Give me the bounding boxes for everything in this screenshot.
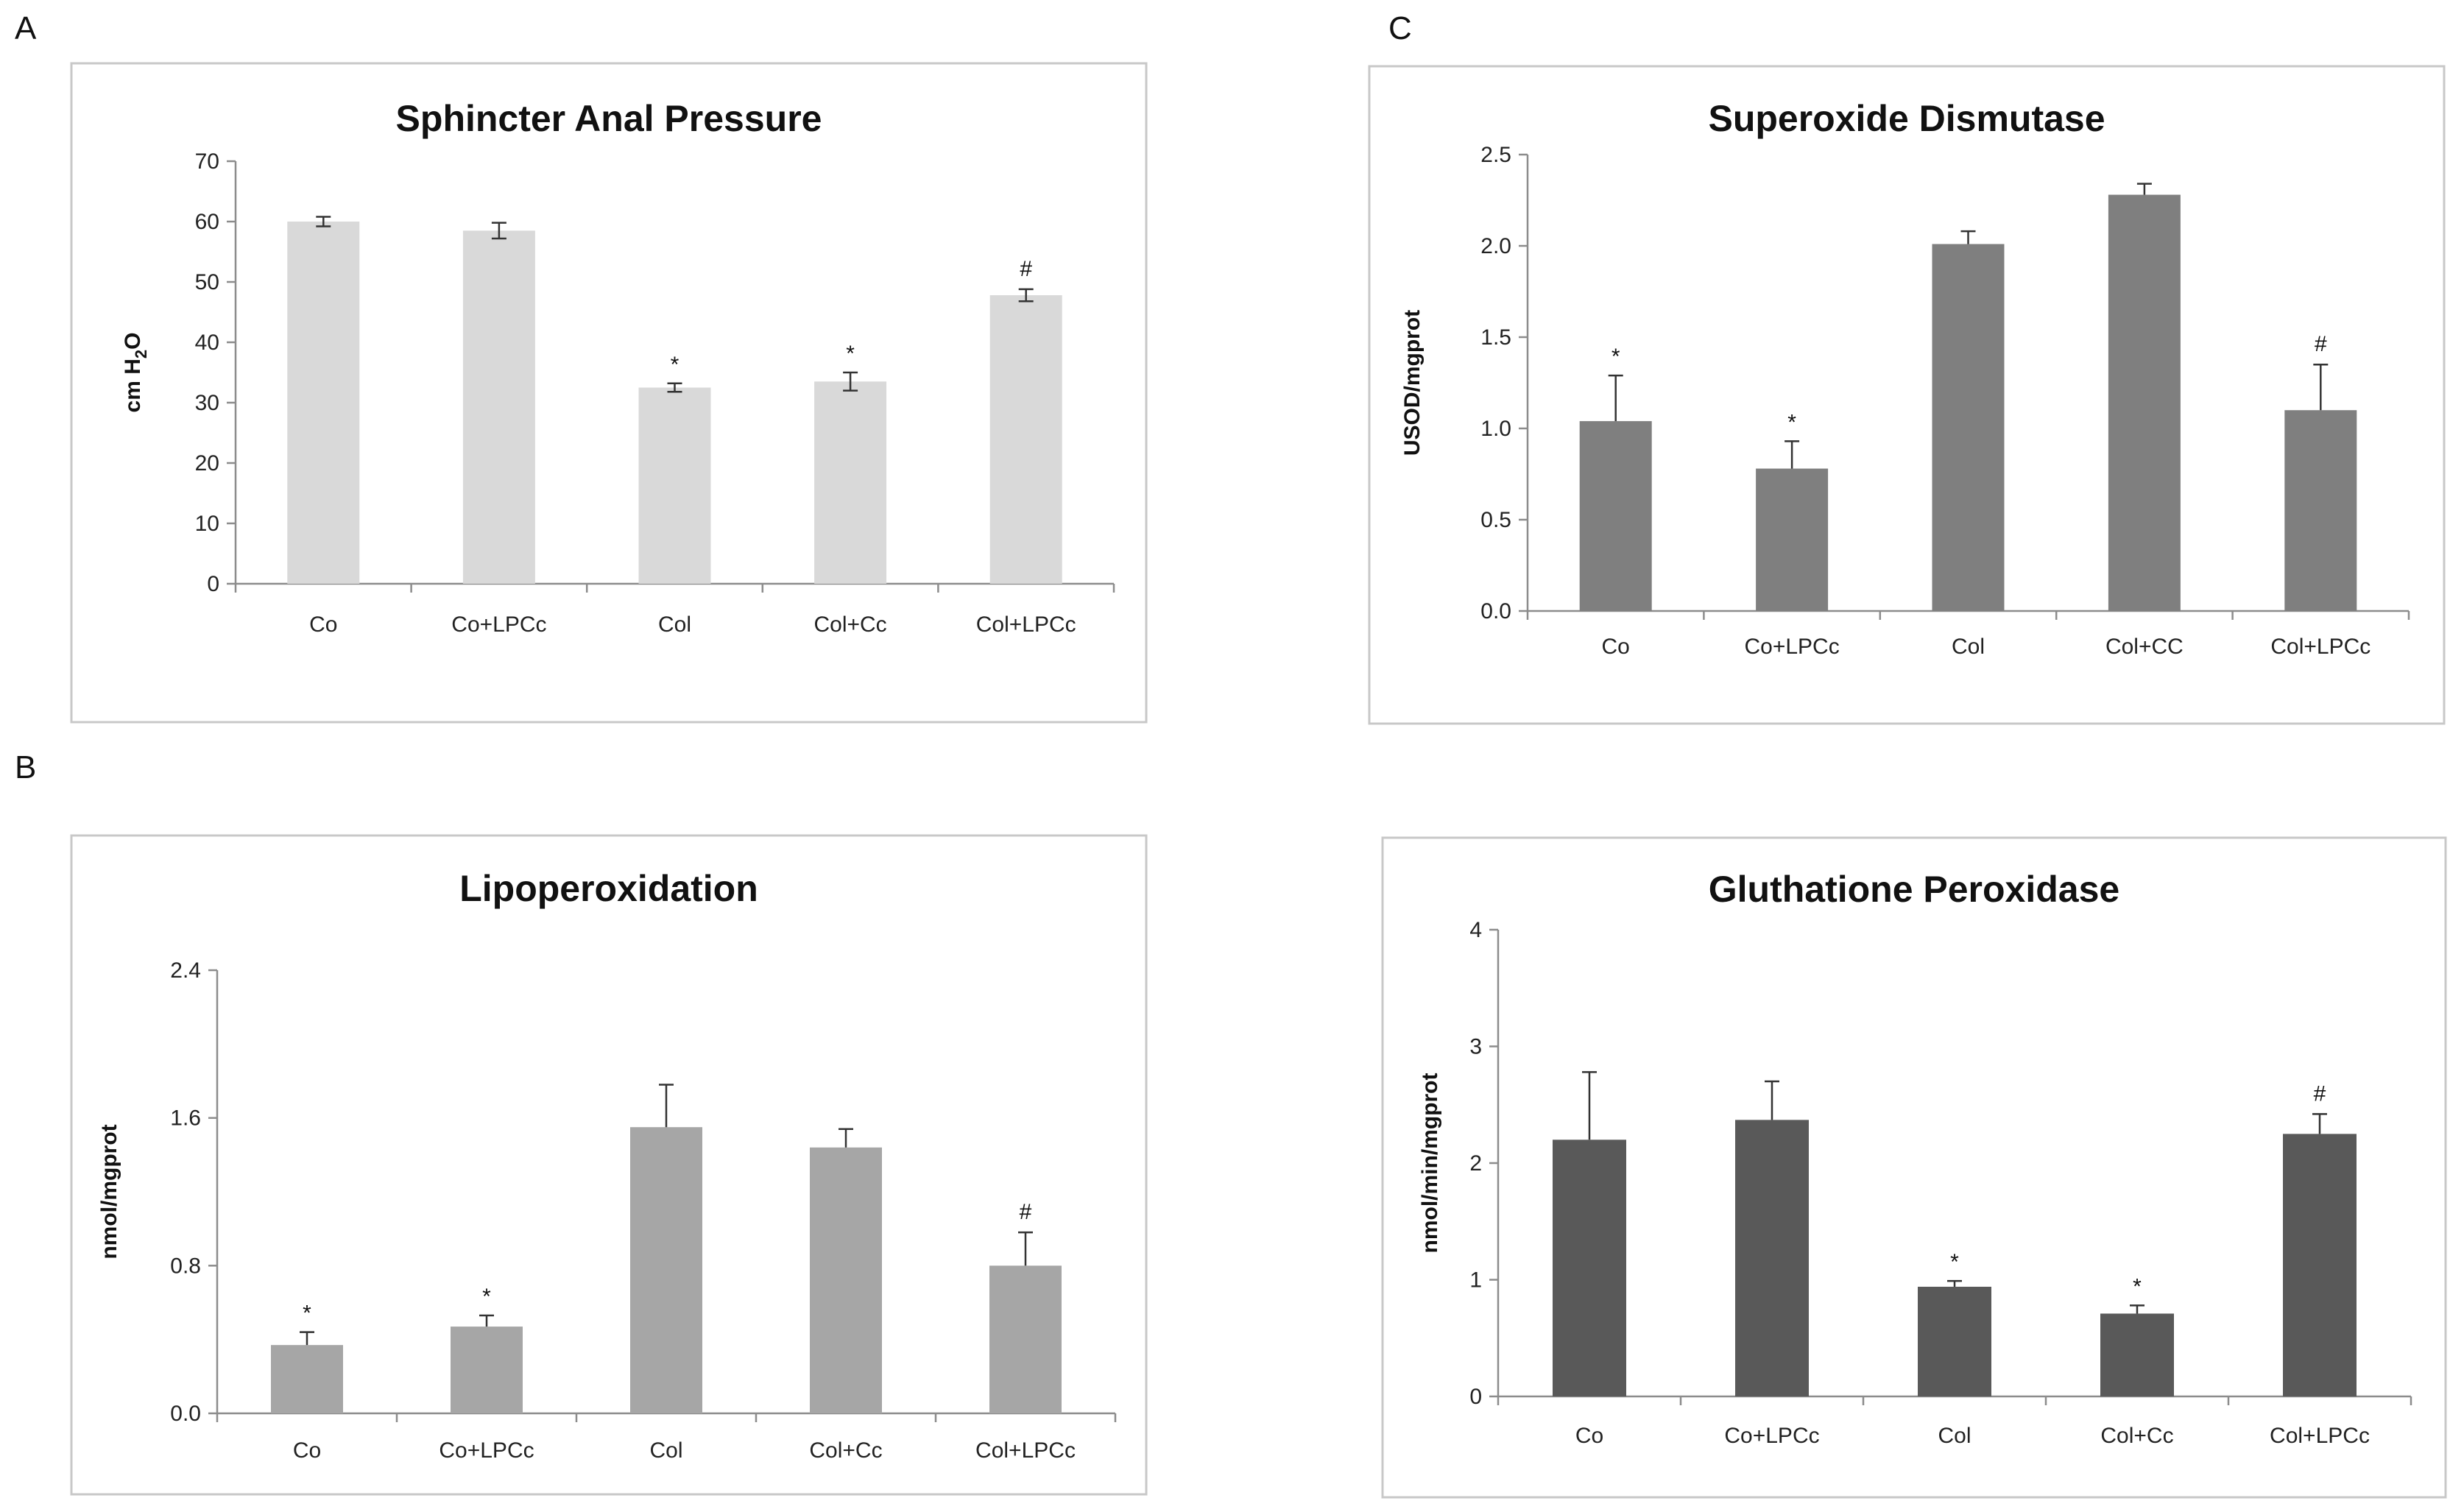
- chart1-y-tick-label: 10: [195, 512, 219, 536]
- chart3-category-label-2: Co+LPCc: [1744, 635, 1839, 659]
- chart4-y-tick-label: 0: [1469, 1385, 1482, 1409]
- chart4-bar-5: [2283, 1134, 2357, 1396]
- chart1-bar-3: [638, 387, 711, 584]
- chart4-y-tick-label: 4: [1469, 918, 1482, 942]
- chart4-category-label-4: Col+Cc: [2100, 1424, 2173, 1448]
- chart4-significance-marker-4: *: [2133, 1274, 2142, 1299]
- chart4-category-label-3: Col: [1938, 1424, 1971, 1448]
- chart4-category-label-5: Col+LPCc: [2270, 1424, 2370, 1448]
- chart1-category-label-2: Co+LPCc: [451, 612, 546, 637]
- chart4-bar-2: [1735, 1120, 1809, 1396]
- chart3-category-label-1: Co: [1602, 635, 1630, 659]
- chart1-y-tick-label: 50: [195, 270, 219, 294]
- chart1-bar-5: [989, 295, 1062, 584]
- chart3-category-label-3: Col: [1952, 635, 1985, 659]
- chart1-significance-marker-3: *: [671, 353, 679, 377]
- chart3-bar-2: [1756, 468, 1829, 611]
- chart4-y-tick-label: 3: [1469, 1035, 1482, 1059]
- chart1-y-tick-label: 0: [207, 572, 219, 596]
- chart4-bar-4: [2100, 1313, 2174, 1396]
- chart3-bar-5: [2284, 410, 2357, 611]
- chart1-bar-4: [814, 381, 887, 584]
- chart2-bar-1: [271, 1345, 343, 1413]
- chart1-y-tick-label: 30: [195, 391, 219, 415]
- chart2-y-axis-label: nmol/mgprot: [97, 1124, 121, 1259]
- panel-letter-c: C: [1388, 10, 1412, 46]
- chart2-bar-3: [630, 1127, 702, 1413]
- chart1-significance-marker-5: #: [1020, 257, 1032, 281]
- chart2-bar-5: [989, 1265, 1062, 1413]
- chart1-category-label-4: Col+Cc: [813, 612, 886, 637]
- panel-letter-b: B: [15, 749, 37, 785]
- chart3-bar-4: [2108, 194, 2181, 611]
- chart3-category-label-5: Col+LPCc: [2270, 635, 2371, 659]
- chart4-category-label-1: Co: [1575, 1424, 1603, 1448]
- chart1-y-tick-label: 70: [195, 149, 219, 174]
- panel-letter-a: A: [15, 10, 37, 46]
- chart3-y-tick-label: 2.0: [1480, 234, 1511, 258]
- chart2-y-tick-label: 2.4: [170, 958, 201, 983]
- chart2-frame: [70, 834, 1148, 1496]
- chart3-bar-1: [1579, 421, 1652, 611]
- chart3-title: Superoxide Dismutase: [1708, 98, 2105, 139]
- chart2-category-label-3: Col: [649, 1438, 682, 1463]
- chart3-y-tick-label: 0.5: [1480, 508, 1511, 532]
- chart1-category-label-5: Col+LPCc: [976, 612, 1076, 637]
- chart3-y-tick-label: 1.0: [1480, 417, 1511, 441]
- chart3-y-tick-label: 0.0: [1480, 599, 1511, 623]
- chart3-y-tick-label: 1.5: [1480, 325, 1511, 350]
- chart3-y-tick-label: 2.5: [1480, 143, 1511, 167]
- chart4-y-tick-label: 2: [1469, 1151, 1482, 1176]
- chart1-bar-2: [462, 230, 535, 584]
- chart1-bar-1: [287, 222, 360, 584]
- chart3-significance-marker-1: *: [1612, 345, 1620, 369]
- chart2-category-label-4: Col+Cc: [809, 1438, 882, 1463]
- chart2-significance-marker-1: *: [303, 1301, 311, 1326]
- chart4-title: Gluthatione Peroxidase: [1709, 869, 2119, 910]
- chart1-y-tick-label: 20: [195, 451, 219, 476]
- chart2-y-tick-label: 1.6: [170, 1106, 201, 1131]
- chart2-category-label-1: Co: [293, 1438, 321, 1463]
- chart1-frame: [70, 62, 1148, 724]
- chart2-title: Lipoperoxidation: [459, 868, 758, 909]
- chart1-y-tick-label: 40: [195, 331, 219, 355]
- chart2-bar-4: [810, 1147, 882, 1413]
- chart3-significance-marker-5: #: [2315, 332, 2327, 356]
- chart3-bar-3: [1932, 244, 2005, 611]
- chart1-category-label-1: Co: [309, 612, 337, 637]
- chart2-significance-marker-2: *: [482, 1285, 491, 1309]
- chart3-significance-marker-2: *: [1787, 410, 1796, 434]
- chart2-y-tick-label: 0.8: [170, 1254, 201, 1278]
- chart2-category-label-2: Co+LPCc: [439, 1438, 534, 1463]
- chart1-category-label-3: Col: [658, 612, 691, 637]
- chart4-category-label-2: Co+LPCc: [1724, 1424, 1819, 1448]
- chart4-bar-3: [1918, 1287, 1991, 1396]
- chart3-y-axis-label: USOD/mgprot: [1400, 310, 1425, 456]
- chart4-bar-1: [1553, 1140, 1626, 1396]
- chart4-significance-marker-5: #: [2314, 1081, 2326, 1106]
- chart2-significance-marker-5: #: [1020, 1200, 1032, 1224]
- chart1-y-tick-label: 60: [195, 210, 219, 234]
- chart2-bar-2: [451, 1326, 523, 1413]
- chart2-category-label-5: Col+LPCc: [975, 1438, 1076, 1463]
- chart4-y-axis-label: nmol/min/mgprot: [1418, 1073, 1442, 1254]
- chart2-y-tick-label: 0.0: [170, 1402, 201, 1426]
- chart1-significance-marker-4: *: [846, 342, 855, 366]
- chart1-title: Sphincter Anal Pressure: [396, 98, 822, 139]
- chart3-frame: [1368, 65, 2446, 725]
- chart4-significance-marker-3: *: [1950, 1250, 1959, 1274]
- chart3-category-label-4: Col+CC: [2105, 635, 2184, 659]
- chart1-y-axis-label: cm H2O: [121, 333, 150, 413]
- chart4-y-tick-label: 1: [1469, 1268, 1482, 1293]
